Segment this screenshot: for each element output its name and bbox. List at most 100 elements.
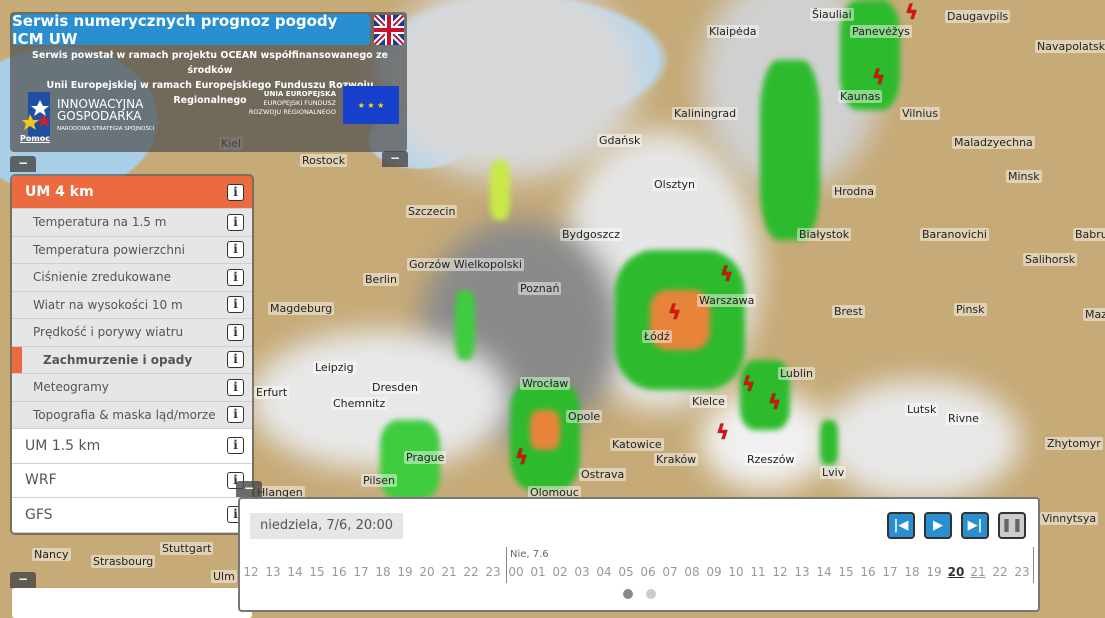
layer-label: Temperatura powierzchni (33, 242, 185, 257)
hour-tick[interactable]: 14 (816, 565, 832, 579)
info-icon[interactable]: i (227, 351, 244, 369)
innowacyjna-gospodarka-logo: INNOWACYJNA GOSPODARKA NARODOWA STRATEGIA… (22, 92, 154, 141)
lightning-icon: ϟ (668, 300, 682, 324)
layer-item[interactable]: Ciśnienie zredukowane i (12, 264, 252, 292)
header-panel: Serwis numerycznych prognoz pogody ICM U… (10, 12, 407, 152)
layer-item[interactable]: Topografia & maska ląd/morze i (12, 401, 252, 429)
hour-tick[interactable]: 06 (640, 565, 656, 579)
hour-tick[interactable]: 22 (992, 565, 1008, 579)
model-item[interactable]: WRF i (12, 463, 252, 498)
hour-tick[interactable]: 21 (970, 565, 986, 579)
city-label: Salihorsk (1023, 253, 1078, 266)
hour-tick[interactable]: 17 (353, 565, 369, 579)
info-icon[interactable]: i (227, 406, 244, 424)
info-icon[interactable]: i (227, 268, 244, 286)
model-label: WRF (25, 472, 57, 489)
city-label: Lutsk (905, 403, 939, 416)
city-label: Daugavpils (945, 10, 1011, 23)
model-item[interactable]: UM 1.5 km i (12, 429, 252, 464)
hour-tick[interactable]: 12 (772, 565, 788, 579)
hour-tick[interactable]: 12 (243, 565, 259, 579)
hour-tick[interactable]: 04 (596, 565, 612, 579)
step-forward-button[interactable]: ▶| (961, 512, 989, 539)
city-label: Olomouc (528, 486, 581, 499)
layer-item[interactable]: Zachmurzenie i opady i (12, 346, 252, 374)
hour-tick[interactable]: 20 (947, 565, 965, 579)
uk-flag-icon[interactable] (374, 15, 404, 45)
city-label: Brest (832, 305, 865, 318)
hour-tick[interactable]: 05 (618, 565, 634, 579)
city-label: Rostock (300, 154, 348, 167)
hour-tick[interactable]: 14 (287, 565, 303, 579)
hour-tick[interactable]: 00 (508, 565, 524, 579)
layer-item[interactable]: Temperatura na 1.5 m i (12, 209, 252, 237)
hour-tick[interactable]: 16 (860, 565, 876, 579)
page-dot[interactable] (646, 589, 656, 599)
city-label: Dresden (370, 381, 420, 394)
hour-tick[interactable]: 13 (794, 565, 810, 579)
lightning-icon: ϟ (905, 0, 919, 24)
hour-tick[interactable]: 23 (485, 565, 501, 579)
layer-item[interactable]: Wiatr na wysokości 10 m i (12, 291, 252, 319)
collapse-legend-button[interactable]: − (10, 572, 36, 588)
layer-item[interactable]: Meteogramy i (12, 374, 252, 402)
city-label: Vilnius (900, 107, 941, 120)
info-icon[interactable]: i (227, 296, 244, 314)
city-label: Chemnitz (331, 397, 388, 410)
step-back-button[interactable]: |◀ (887, 512, 915, 539)
city-label: Pilsen (361, 474, 397, 487)
day-separator (506, 547, 507, 583)
city-label: Rivne (946, 412, 981, 425)
collapse-header-button[interactable]: − (382, 151, 408, 167)
city-label: Nancy (32, 548, 71, 561)
hour-tick[interactable]: 10 (728, 565, 744, 579)
hour-tick[interactable]: 20 (419, 565, 435, 579)
hour-tick[interactable]: 15 (838, 565, 854, 579)
layer-label: Meteogramy (33, 380, 109, 395)
hour-tick[interactable]: 21 (441, 565, 457, 579)
hour-tick[interactable]: 18 (375, 565, 391, 579)
hour-tick[interactable]: 13 (265, 565, 281, 579)
collapse-menu-button[interactable]: − (10, 156, 36, 172)
city-label: Leipzig (313, 361, 356, 374)
hour-tick[interactable]: 23 (1014, 565, 1030, 579)
layer-item[interactable]: Temperatura powierzchni i (12, 236, 252, 264)
hour-tick[interactable]: 22 (463, 565, 479, 579)
hour-tick[interactable]: 03 (574, 565, 590, 579)
city-label: Olsztyn (652, 178, 698, 191)
model-um-4km[interactable]: UM 4 km i (12, 176, 252, 209)
info-icon[interactable]: i (227, 241, 244, 259)
hour-tick[interactable]: 07 (662, 565, 678, 579)
info-icon[interactable]: i (227, 323, 244, 341)
city-label: Baranovichi (920, 228, 989, 241)
help-link[interactable]: Pomoc (20, 134, 50, 143)
day-label: Nie, 7.6 (510, 549, 549, 560)
hour-tick[interactable]: 11 (750, 565, 766, 579)
hour-tick[interactable]: 02 (552, 565, 568, 579)
info-icon[interactable]: i (227, 213, 244, 231)
hour-tick[interactable]: 19 (397, 565, 413, 579)
info-icon[interactable]: i (227, 437, 244, 455)
layer-item[interactable]: Prędkość i porywy wiatru i (12, 319, 252, 347)
hour-tick[interactable]: 09 (706, 565, 722, 579)
pause-button[interactable]: ❚❚ (998, 512, 1026, 539)
city-label: Kielce (690, 395, 727, 408)
city-label: Ostrava (579, 468, 627, 481)
ig-logo-icon (22, 92, 51, 137)
hour-tick[interactable]: 08 (684, 565, 700, 579)
hour-tick[interactable]: 17 (882, 565, 898, 579)
info-icon[interactable]: i (227, 378, 244, 396)
hour-tick[interactable]: 15 (309, 565, 325, 579)
hour-tick[interactable]: 19 (926, 565, 942, 579)
collapse-timeline-button[interactable]: − (236, 481, 262, 497)
hour-tick[interactable]: 16 (331, 565, 347, 579)
page-dot-active[interactable] (623, 589, 633, 599)
hour-tick[interactable]: 18 (904, 565, 920, 579)
city-label: Pinsk (954, 303, 987, 316)
info-icon[interactable]: i (227, 183, 244, 201)
model-label: UM 1.5 km (25, 437, 101, 454)
hour-tick[interactable]: 01 (530, 565, 546, 579)
play-button[interactable]: ▶ (924, 512, 952, 539)
model-item[interactable]: GFS i (12, 498, 252, 533)
